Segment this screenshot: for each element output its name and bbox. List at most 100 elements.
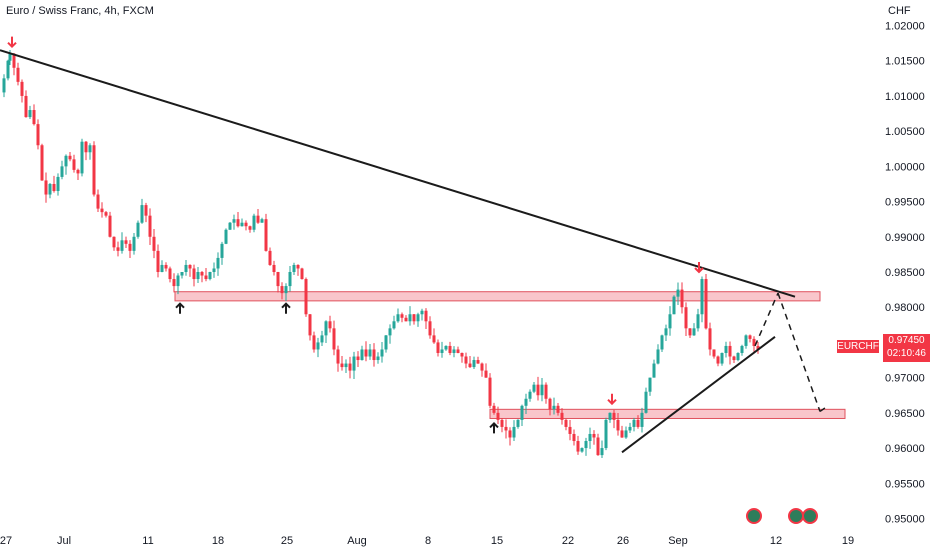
candle-body (528, 391, 532, 399)
candle-body (540, 384, 544, 396)
candle-body (340, 363, 344, 368)
candle-body (548, 398, 552, 410)
candle-body (124, 240, 128, 244)
candle-body (336, 349, 340, 364)
candle-body (76, 169, 80, 174)
candle-body (168, 268, 172, 280)
x-tick-label: 11 (142, 535, 153, 547)
candle-body (280, 286, 284, 294)
candle-body (720, 352, 724, 364)
candle-body (576, 441, 580, 452)
x-tick-label: 18 (212, 535, 224, 547)
candle-body (408, 314, 412, 322)
candle-body (284, 286, 288, 294)
candle-body (292, 264, 296, 272)
candle-body (96, 194, 100, 209)
y-tick-label: 0.95500 (885, 478, 925, 490)
candle-body (384, 335, 388, 350)
candle-body (260, 219, 264, 223)
candle-body (756, 345, 760, 350)
candle-body (524, 398, 528, 406)
candle-body (72, 159, 76, 170)
candle-body (164, 264, 168, 269)
candle-body (232, 219, 236, 223)
candle-body (496, 412, 500, 420)
candle-body (44, 180, 48, 195)
candle-body (308, 314, 312, 336)
candle-body (156, 250, 160, 272)
candle-body (612, 412, 616, 420)
zones-layer (174, 291, 846, 419)
candle-body (508, 430, 512, 438)
candle-body (64, 155, 68, 167)
candle-body (328, 321, 332, 329)
candle-body (240, 222, 244, 227)
candle-body (436, 342, 440, 353)
rising-support (621, 335, 776, 454)
candle-body (556, 405, 560, 413)
candle-body (592, 433, 596, 438)
y-tick-label: 1.00500 (885, 126, 925, 138)
candle-body (440, 349, 444, 353)
y-tick-label: 1.01500 (885, 56, 925, 68)
candle-body (348, 363, 352, 371)
candle-body (488, 377, 492, 406)
event-marker-icon (746, 508, 762, 524)
candle-body (264, 219, 268, 251)
candle-body (412, 314, 416, 322)
x-axis[interactable]: 27 Jul 11 18 25 Aug 8 15 22 26 Sep 12 19 (0, 535, 854, 547)
candle-body (108, 215, 112, 237)
candle-body (564, 419, 568, 427)
candle-body (32, 110, 36, 125)
candle-body (672, 296, 676, 315)
candle-body (504, 426, 508, 431)
candle-body (36, 124, 40, 146)
candle-body (700, 279, 704, 315)
y-tick-label: 0.95000 (885, 513, 925, 525)
candle-body (392, 321, 396, 329)
candle-body (428, 321, 432, 336)
candle-body (584, 441, 588, 449)
candle-body (144, 205, 148, 216)
y-tick-label: 1.01000 (885, 91, 925, 103)
projection-path (777, 292, 821, 412)
candle-body (52, 183, 56, 192)
candle-body (252, 215, 256, 230)
candle-body (84, 141, 88, 153)
candle-body (604, 419, 608, 449)
candle-body (480, 363, 484, 371)
candle-body (432, 335, 436, 343)
candle-body (364, 349, 368, 357)
candle-body (404, 317, 408, 322)
candle-body (568, 426, 572, 434)
candle-body (24, 95, 28, 118)
candle-body (60, 166, 64, 177)
candle-body (172, 279, 176, 287)
x-tick-label: Sep (668, 535, 688, 547)
candle-body (132, 236, 136, 251)
bar-countdown: 02:10:46 (887, 348, 926, 359)
candle-body (544, 384, 548, 399)
candle-body (476, 360, 480, 364)
y-axis[interactable]: 1.02000 1.01500 1.01000 1.00500 1.00000 0.995… (885, 21, 925, 526)
candle-body (420, 310, 424, 315)
candle-body (140, 205, 144, 223)
candle-body (532, 384, 536, 392)
candle-body (276, 272, 280, 287)
candle-body (640, 412, 644, 427)
candle-body (740, 345, 744, 353)
candle-body (148, 215, 152, 237)
candle-body (636, 419, 640, 427)
candle-body (400, 314, 404, 318)
candle-body (28, 110, 32, 118)
candle-body (448, 345, 452, 353)
candle-body (160, 264, 164, 272)
candle-body (12, 53, 16, 68)
candle-body (256, 215, 260, 223)
y-tick-label: 0.98000 (885, 302, 925, 314)
candle-body (272, 264, 276, 272)
y-tick-label: 0.97000 (885, 373, 925, 385)
candle-body (300, 268, 304, 280)
candle-body (236, 219, 240, 227)
